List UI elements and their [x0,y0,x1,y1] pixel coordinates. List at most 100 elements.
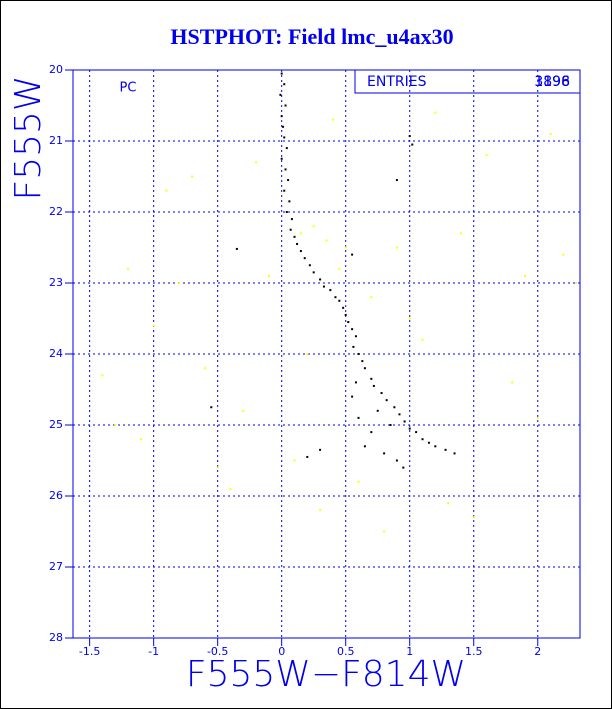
point [288,200,291,203]
point [287,179,290,182]
point [299,250,302,253]
point [403,420,406,423]
point [408,317,411,320]
x-tick-label: 1.5 [465,645,483,658]
point [280,157,283,160]
point [351,253,354,256]
point [210,406,213,409]
point [283,83,286,86]
point [308,264,311,267]
y-tick-label: 27 [49,560,63,573]
y-tick-label: 24 [49,347,63,360]
x-tick-label: -0.5 [207,645,228,658]
x-tick-label: 0.5 [337,645,355,658]
point [338,299,341,302]
point [279,93,282,96]
point [319,448,322,451]
point [216,466,219,469]
point [342,306,345,309]
point [280,72,283,75]
point [285,147,288,150]
point [370,377,373,380]
point [293,235,296,238]
point [280,115,283,118]
point [354,335,357,338]
point [267,274,270,277]
point [389,424,392,426]
point [306,353,309,355]
point [383,452,386,455]
point [312,271,315,274]
point [319,278,322,281]
point [511,381,514,384]
point [370,296,373,299]
y-tick-label: 20 [49,63,63,76]
point [255,161,258,164]
point [127,267,130,270]
point [383,530,386,533]
point [289,228,292,231]
point [299,232,302,235]
point [319,509,322,512]
point [380,392,383,395]
point [434,445,437,448]
point [393,406,396,409]
point [331,118,334,121]
point [363,367,366,370]
point [290,218,293,221]
point [322,285,325,288]
point [562,253,565,256]
point [165,189,168,192]
point [357,480,360,483]
point [444,448,447,451]
point [415,431,418,434]
point [306,455,309,458]
point [303,257,306,260]
point [281,125,284,128]
point [408,427,411,430]
point [283,189,286,192]
point [376,409,379,412]
point [385,399,388,402]
point [395,179,398,182]
point [421,338,424,341]
point [549,132,552,135]
point [329,289,332,292]
point [363,445,366,448]
point [152,324,155,327]
point [402,466,405,469]
point [325,239,328,242]
point [351,328,354,331]
y-tick-label: 26 [49,489,63,502]
x-axis-label: F555W−F814W [186,654,466,695]
point [411,143,414,146]
point [485,154,488,157]
point [434,111,437,114]
stats-value: 3896 [534,74,570,90]
point [575,282,578,284]
point [395,459,398,462]
point [334,296,337,299]
point [203,367,206,370]
point [447,502,450,505]
point [370,431,373,434]
point [285,211,288,213]
x-tick-label: 2 [534,645,541,658]
point [293,459,296,462]
point [351,395,354,398]
point [139,438,142,441]
chart-title: HSTPHOT: Field lmc_u4ax30 [170,24,453,49]
y-tick-label: 28 [49,631,63,644]
x-tick-label: -1.5 [79,645,100,658]
point [427,441,430,444]
point [114,424,117,426]
point [472,516,475,519]
point [347,321,350,324]
point [344,313,347,316]
point [235,247,238,250]
point [408,135,411,138]
point [101,374,104,377]
point [357,416,360,419]
